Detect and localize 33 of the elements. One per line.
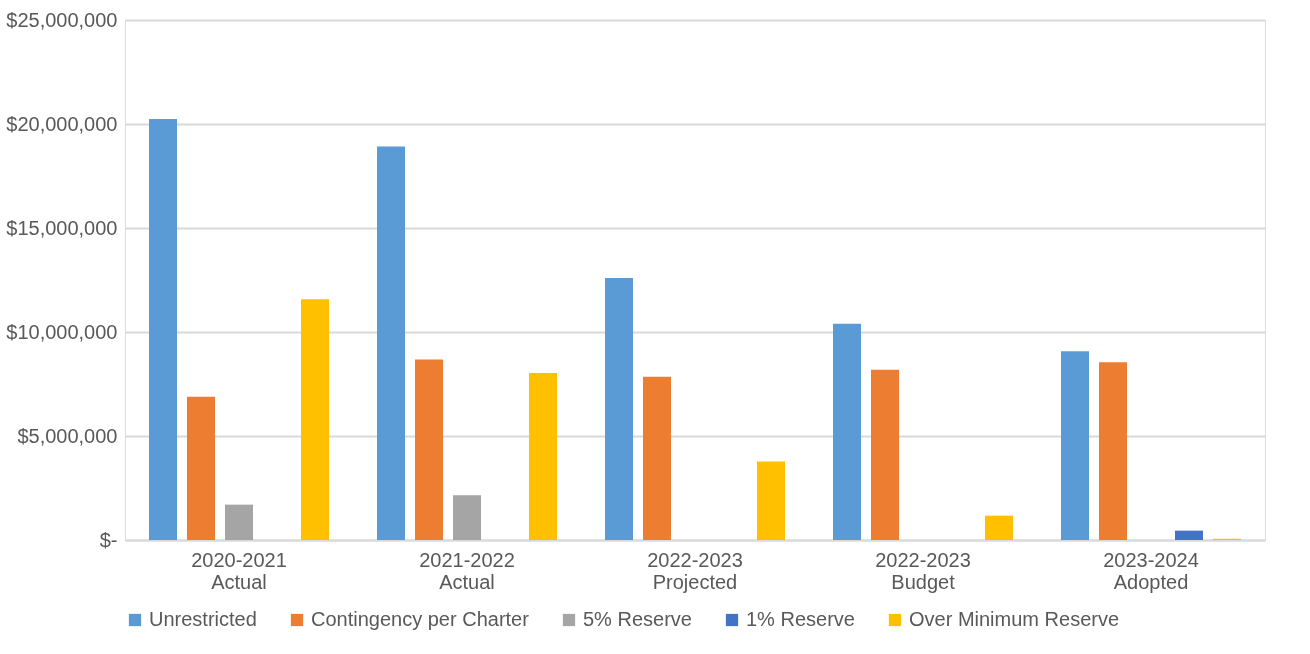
x-tick-label: 2023-2024 Adopted xyxy=(1103,548,1199,593)
y-tick-label: $20,000,000 xyxy=(6,112,118,135)
bar xyxy=(529,372,557,540)
bar xyxy=(377,146,405,540)
bar xyxy=(833,323,861,540)
bar xyxy=(643,376,671,540)
legend-label: 1% Reserve xyxy=(746,608,855,630)
x-tick-label: 2022-2023 Projected xyxy=(647,548,743,593)
y-tick-label: $25,000,000 xyxy=(6,8,118,31)
bar xyxy=(757,461,785,540)
bar xyxy=(415,359,443,540)
bar xyxy=(453,495,481,540)
bar xyxy=(1061,351,1089,540)
legend-label: Contingency per Charter xyxy=(311,608,530,630)
x-tick-label: 2022-2023 Budget xyxy=(875,548,971,593)
bar xyxy=(985,515,1013,540)
y-tick-label: $- xyxy=(99,528,118,551)
bar xyxy=(149,119,177,540)
y-tick-label: $10,000,000 xyxy=(6,320,118,343)
bar xyxy=(225,504,253,540)
x-tick-label: 2020-2021 Actual xyxy=(191,548,287,593)
bar xyxy=(301,299,329,540)
bar xyxy=(187,396,215,540)
legend-label: Over Minimum Reserve xyxy=(909,608,1120,630)
bar xyxy=(1099,362,1127,540)
y-tick-label: $15,000,000 xyxy=(6,216,118,239)
bar xyxy=(871,369,899,540)
bar xyxy=(1175,530,1203,540)
y-tick-label: $5,000,000 xyxy=(17,424,118,447)
legend-label: Unrestricted xyxy=(149,608,257,630)
bar xyxy=(605,277,633,540)
x-tick-label: 2021-2022 Actual xyxy=(419,548,515,593)
legend-label: 5% Reserve xyxy=(583,608,692,630)
